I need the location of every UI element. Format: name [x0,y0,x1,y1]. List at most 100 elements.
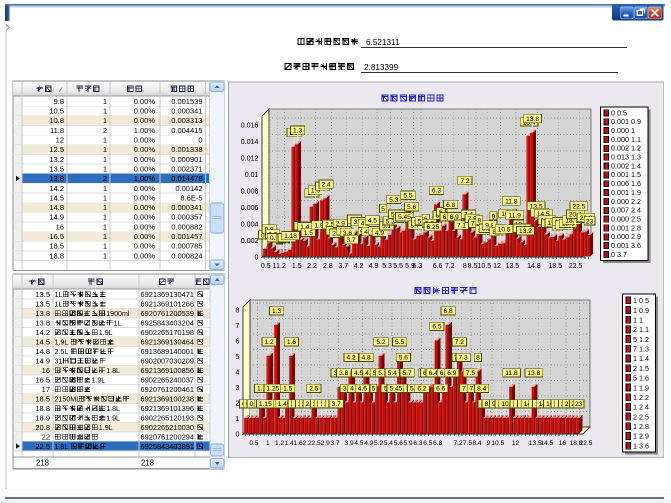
svg-text:6913689140001: 6913689140001 [141,347,194,356]
svg-text:0.001539: 0.001539 [171,97,202,106]
svg-text:6.6: 6.6 [436,386,445,393]
svg-text:3.7: 3.7 [332,401,341,408]
svg-text:14.2: 14.2 [49,184,64,193]
svg-text:5.5: 5.5 [403,193,412,200]
svg-text:1.00%: 1.00% [134,174,156,183]
svg-text:0.006: 0.006 [241,204,259,212]
svg-text:0.00%: 0.00% [134,136,156,145]
svg-text:14.8: 14.8 [35,347,50,356]
svg-text:1 1.4: 1 1.4 [633,354,649,363]
svg-text:0.001 0.9: 0.001 0.9 [611,117,641,126]
svg-text:4.9: 4.9 [364,440,373,447]
svg-text:18.8: 18.8 [570,440,583,447]
svg-text:1: 1 [103,213,107,222]
svg-text:6.2: 6.2 [417,386,426,393]
svg-text:2150ML: 2150ML [55,396,81,404]
svg-text:13.2: 13.2 [49,155,64,164]
svg-text:1: 1 [236,415,240,423]
svg-text:2.5: 2.5 [312,440,321,447]
svg-text:0.00%: 0.00% [134,116,156,125]
svg-text:0 3.7: 0 3.7 [611,250,627,259]
svg-text:7: 7 [236,322,240,330]
svg-text:0.014: 0.014 [241,138,259,146]
svg-text:5.4: 5.4 [388,370,397,377]
svg-text:6.3: 6.3 [413,440,422,447]
svg-text:0.004: 0.004 [241,221,259,229]
svg-text:0.000785: 0.000785 [171,242,202,251]
svg-text:1.2: 1.2 [275,440,284,447]
svg-text:2.4: 2.4 [322,182,331,189]
svg-text:12: 12 [512,440,520,447]
svg-text:1.15: 1.15 [259,401,272,408]
svg-text:2.813399: 2.813399 [364,63,399,72]
svg-text:9.8: 9.8 [485,222,494,229]
svg-text:1.9L: 1.9L [99,329,113,337]
svg-text:13.8: 13.8 [49,174,64,183]
svg-text:1.9L: 1.9L [99,424,113,432]
svg-text:1: 1 [103,203,107,212]
svg-text:5.5: 5.5 [393,263,403,270]
svg-text:3: 3 [236,384,240,392]
svg-text:1.5: 1.5 [292,263,302,270]
svg-text:1.3: 1.3 [272,308,281,315]
svg-text:0.000 2.2: 0.000 2.2 [611,197,641,206]
svg-text:2.5: 2.5 [309,386,318,393]
svg-text:1.1: 1.1 [257,386,266,393]
svg-text:0.00%: 0.00% [134,145,156,154]
svg-text:2 1.1: 2 1.1 [633,325,649,334]
svg-text:20.8: 20.8 [35,423,50,432]
svg-text:5.5: 5.5 [395,339,404,346]
svg-text:1900ml: 1900ml [106,310,130,318]
svg-text:1: 1 [103,232,107,241]
svg-text:23: 23 [586,218,594,225]
svg-text:5.6: 5.6 [394,440,403,447]
svg-text:4.5: 4.5 [368,217,377,224]
svg-text:22.5: 22.5 [569,263,583,270]
svg-text:3.7: 3.7 [346,237,355,244]
svg-text:1.45: 1.45 [278,401,291,408]
svg-text:1: 1 [103,136,107,145]
svg-text:0.000901: 0.000901 [171,155,202,164]
svg-text:1 1: 1 1 [633,315,643,324]
svg-text:0.002371: 0.002371 [171,164,202,173]
svg-text:0.5: 0.5 [261,263,271,270]
svg-text:4.9: 4.9 [375,230,384,237]
svg-text:1: 1 [103,222,107,231]
svg-text:13.5: 13.5 [506,263,520,270]
svg-text:18.8: 18.8 [35,404,50,413]
svg-text:1 1.9: 1 1.9 [633,383,649,392]
svg-text:7.3: 7.3 [458,355,467,362]
svg-text:13.5: 13.5 [529,440,542,447]
svg-text:1L: 1L [55,301,63,309]
svg-text:0.004415: 0.004415 [171,126,202,135]
svg-text:31: 31 [55,358,63,366]
svg-text:11.8: 11.8 [505,198,518,205]
svg-text:1.2: 1.2 [264,339,273,346]
svg-text:1 2.9: 1 2.9 [633,432,649,441]
svg-text:2.2: 2.2 [307,263,317,270]
svg-text:9.8: 9.8 [54,97,64,106]
svg-text:0: 0 [255,254,259,262]
svg-text:0.008: 0.008 [241,188,259,196]
svg-text:0 0.5: 0 0.5 [611,108,627,117]
svg-text:6: 6 [236,338,240,346]
svg-text:6.9: 6.9 [447,370,456,377]
svg-text:5: 5 [372,386,376,393]
svg-text:14.8: 14.8 [49,203,64,212]
svg-text:8: 8 [463,263,467,270]
svg-text:0.012: 0.012 [241,155,259,163]
svg-text:0.00%: 0.00% [134,242,156,251]
svg-text:0.00%: 0.00% [134,184,156,193]
svg-text:4: 4 [236,369,240,377]
svg-text:0.00%: 0.00% [134,203,156,212]
svg-text:13.8: 13.8 [527,370,540,377]
svg-text:8: 8 [476,355,480,362]
svg-text:0.000357: 0.000357 [171,213,202,222]
svg-text:1: 1 [103,242,107,251]
svg-text:0.013 1.3: 0.013 1.3 [611,153,641,162]
svg-text:1L: 1L [114,320,122,328]
svg-text:8.6E-5: 8.6E-5 [180,193,202,202]
svg-text:1 0.5: 1 0.5 [633,296,649,305]
svg-text:5: 5 [381,206,385,213]
svg-text:1.6: 1.6 [294,440,303,447]
